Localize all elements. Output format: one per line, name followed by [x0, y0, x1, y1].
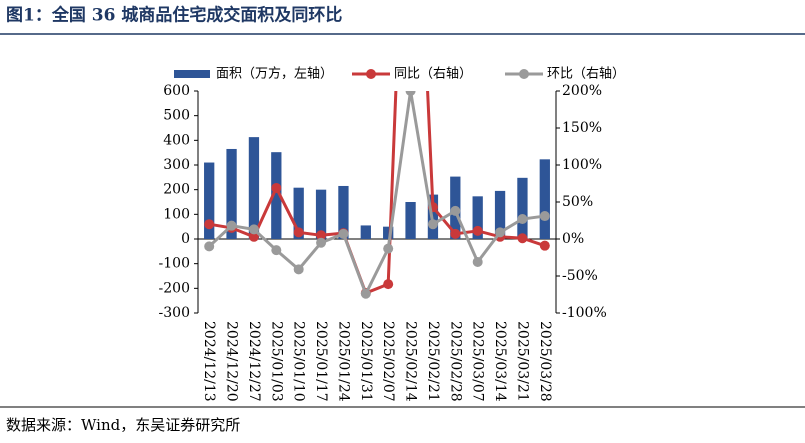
- x-tick-label: 2024/12/20: [224, 321, 240, 402]
- marker: [248, 231, 259, 242]
- marker: [517, 214, 528, 225]
- bar: [383, 226, 394, 239]
- y-tick-label: 500: [163, 108, 190, 124]
- bar: [539, 159, 550, 239]
- y2-tick-label: 100%: [562, 157, 602, 173]
- x-tick-label: 2025/03/07: [470, 321, 486, 402]
- legend-marker: [366, 69, 376, 79]
- bar: [494, 190, 506, 239]
- x-tick-label: 2024/12/27: [246, 321, 262, 402]
- marker: [204, 219, 215, 230]
- y-tick-label: 400: [163, 132, 190, 148]
- bar: [248, 137, 260, 239]
- y-tick-label: -300: [159, 305, 190, 321]
- x-tick-label: 2025/03/21: [514, 321, 530, 402]
- marker: [427, 219, 438, 230]
- y-tick-label: 200: [163, 182, 190, 198]
- marker: [517, 233, 528, 244]
- marker: [472, 225, 483, 236]
- marker: [539, 240, 550, 251]
- bar: [472, 196, 483, 239]
- x-tick-label: 2025/02/21: [425, 321, 441, 402]
- x-tick-label: 2025/01/03: [268, 321, 284, 402]
- marker: [472, 256, 483, 267]
- marker: [248, 224, 259, 235]
- x-tick-label: 2025/01/24: [335, 321, 351, 402]
- x-tick-label: 2025/02/07: [380, 321, 396, 402]
- marker: [450, 205, 461, 216]
- x-tick-label: 2024/12/13: [201, 321, 217, 402]
- marker: [316, 237, 327, 248]
- marker: [539, 211, 550, 222]
- bar: [360, 225, 371, 239]
- marker: [383, 243, 394, 254]
- x-tick-label: 2025/01/31: [358, 321, 374, 402]
- legend-label: 面积（万方，左轴）: [216, 66, 333, 82]
- source: 数据来源：Wind，东吴证券研究所: [6, 416, 240, 434]
- x-tick-label: 2025/03/14: [492, 321, 508, 402]
- y-tick-label: 600: [163, 83, 190, 99]
- bar: [293, 187, 304, 239]
- marker: [316, 230, 327, 241]
- x-tick-label: 2025/03/28: [537, 321, 553, 402]
- line: [208, 91, 546, 295]
- marker: [383, 279, 394, 290]
- marker: [450, 228, 461, 239]
- legend-marker: [519, 69, 529, 79]
- legend-label: 环比（右轴）: [547, 67, 625, 82]
- bar: [315, 189, 327, 239]
- y2-tick-label: 150%: [562, 120, 602, 136]
- marker: [293, 227, 304, 238]
- marker: [405, 91, 416, 96]
- marker: [360, 288, 371, 299]
- y2-tick-label: -50%: [562, 268, 598, 284]
- y2-tick-label: 0%: [562, 231, 584, 247]
- bar: [517, 177, 528, 239]
- y-tick-label: 0: [181, 231, 190, 247]
- marker: [495, 227, 506, 238]
- marker: [226, 220, 237, 231]
- marker: [271, 245, 282, 256]
- y-tick-label: 100: [163, 206, 190, 222]
- x-tick-label: 2025/01/17: [313, 321, 329, 402]
- marker: [271, 182, 282, 193]
- y2-tick-label: -100%: [562, 305, 607, 321]
- bar: [271, 152, 282, 239]
- y-tick-label: -200: [159, 280, 190, 296]
- bar: [405, 202, 416, 239]
- y-tick-label: 300: [163, 157, 190, 173]
- line: [208, 91, 546, 298]
- y-tick-label: -100: [159, 256, 190, 272]
- bar: [204, 162, 215, 239]
- y2-tick-label: 200%: [562, 83, 602, 99]
- bar: [338, 185, 349, 239]
- marker: [338, 228, 349, 239]
- line-layer: [204, 91, 550, 299]
- x-tick-label: 2025/02/28: [447, 321, 463, 402]
- bar: [226, 148, 237, 239]
- marker: [293, 264, 304, 275]
- x-tick-label: 2025/02/14: [403, 321, 419, 402]
- x-tick-label: 2025/01/10: [291, 321, 307, 402]
- legend-label: 同比（右轴）: [394, 67, 472, 82]
- legend-swatch: [174, 70, 210, 78]
- marker: [204, 241, 215, 252]
- chart-title: 图1：全国 36 城商品住宅成交面积及同环比: [6, 5, 342, 26]
- y2-tick-label: 50%: [562, 194, 593, 210]
